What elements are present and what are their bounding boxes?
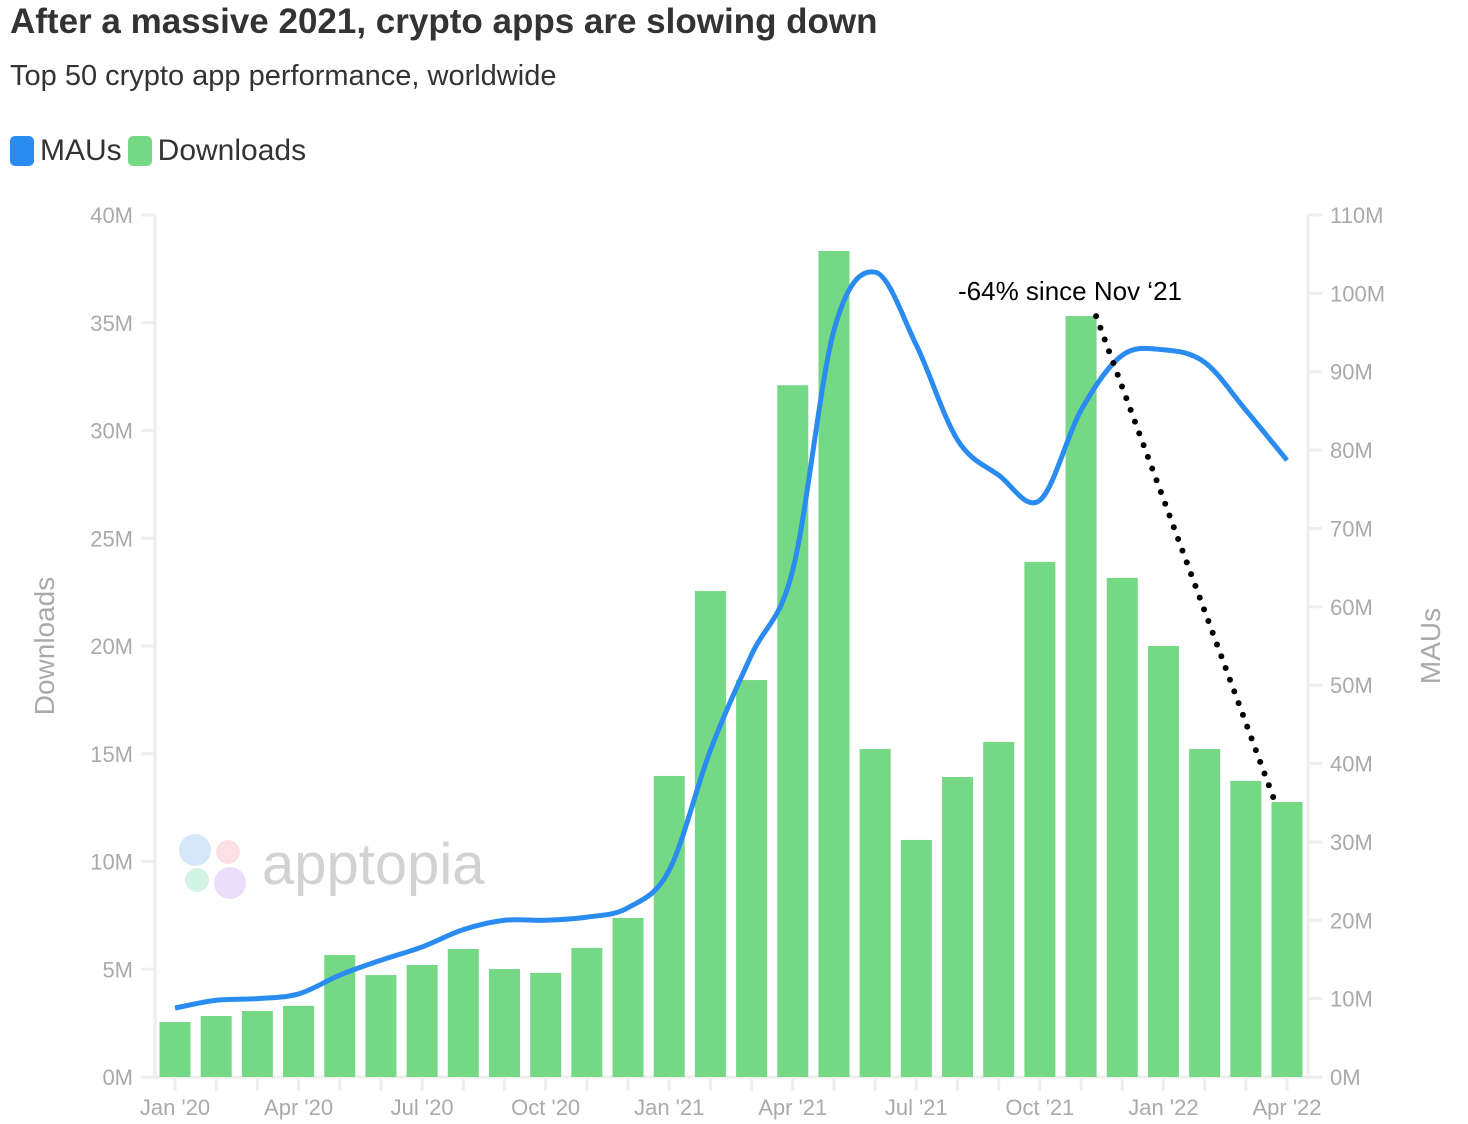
- x-tick-label: Oct '21: [1005, 1095, 1074, 1120]
- bar-downloads: [571, 947, 603, 1077]
- right-tick-label: 40M: [1330, 752, 1373, 777]
- left-tick-label: 15M: [90, 742, 133, 767]
- bar-downloads: [694, 591, 726, 1077]
- bar-downloads: [736, 680, 768, 1077]
- right-tick-label: 50M: [1330, 673, 1373, 698]
- x-tick-label: Apr '22: [1252, 1095, 1321, 1120]
- right-axis-title: MAUs: [1415, 608, 1446, 684]
- logo-petal: [214, 867, 246, 899]
- legend-swatch-maus: [10, 136, 34, 166]
- bar-downloads: [900, 839, 932, 1077]
- bar-downloads: [1147, 646, 1179, 1077]
- left-tick-label: 10M: [90, 850, 133, 875]
- legend-label-downloads: Downloads: [157, 134, 307, 167]
- legend-swatch-downloads: [127, 136, 152, 166]
- x-tick-label: Jan '20: [140, 1095, 210, 1120]
- apptopia-logo: apptopia: [179, 832, 485, 899]
- bar-downloads: [653, 775, 685, 1077]
- bar-downloads: [1106, 577, 1138, 1077]
- x-tick-label: Jan '21: [634, 1095, 704, 1120]
- bar-downloads: [1024, 561, 1056, 1077]
- annotation-dotted-line: [1093, 313, 1278, 806]
- left-tick-label: 30M: [90, 419, 133, 444]
- right-tick-label: 60M: [1330, 595, 1373, 620]
- bar-downloads: [488, 969, 520, 1077]
- annotation-text: -64% since Nov ‘21: [958, 276, 1182, 306]
- bar-downloads: [159, 1022, 191, 1077]
- left-tick-label: 35M: [90, 311, 133, 336]
- watermark-text: apptopia: [262, 832, 485, 897]
- logo-petal: [185, 868, 209, 892]
- bar-downloads: [365, 975, 397, 1077]
- left-tick-label: 20M: [90, 634, 133, 659]
- x-tick-label: Oct '20: [511, 1095, 580, 1120]
- chart-subtitle: Top 50 crypto app performance, worldwide: [10, 60, 557, 92]
- right-tick-label: 10M: [1330, 987, 1373, 1012]
- left-tick-label: 40M: [90, 203, 133, 228]
- legend-label-maus: MAUs: [40, 134, 122, 167]
- right-tick-label: 0M: [1330, 1065, 1361, 1090]
- right-tick-label: 70M: [1330, 516, 1373, 541]
- legend-item-maus[interactable]: MAUs: [10, 134, 122, 168]
- bar-downloads: [200, 1016, 232, 1077]
- bar-downloads: [447, 948, 479, 1077]
- bar-downloads: [1271, 802, 1303, 1077]
- bar-downloads: [942, 777, 974, 1077]
- bar-downloads: [241, 1011, 273, 1077]
- left-tick-label: 25M: [90, 526, 133, 551]
- legend-item-downloads[interactable]: Downloads: [127, 134, 307, 168]
- x-tick-label: Apr '21: [758, 1095, 827, 1120]
- logo-petal: [216, 840, 240, 864]
- chart-title: After a massive 2021, crypto apps are sl…: [10, 2, 878, 41]
- line-maus: [174, 269, 1289, 1011]
- logo-petal: [179, 834, 211, 866]
- right-tick-label: 110M: [1330, 203, 1383, 228]
- bar-downloads: [283, 1005, 315, 1077]
- left-tick-label: 0M: [102, 1065, 133, 1090]
- left-tick-label: 5M: [102, 957, 133, 982]
- right-tick-label: 100M: [1330, 281, 1385, 306]
- bar-downloads: [612, 917, 644, 1077]
- legend: MAUs Downloads: [10, 134, 312, 168]
- bar-downloads: [859, 749, 891, 1077]
- right-tick-label: 90M: [1330, 360, 1373, 385]
- bar-downloads: [406, 964, 438, 1077]
- right-tick-label: 80M: [1330, 438, 1373, 463]
- x-tick-label: Apr '20: [264, 1095, 333, 1120]
- x-tick-label: Jan '22: [1128, 1095, 1198, 1120]
- bar-downloads: [530, 972, 562, 1077]
- bar-downloads: [983, 741, 1015, 1077]
- x-tick-label: Jul '21: [885, 1095, 948, 1120]
- bar-downloads: [777, 385, 809, 1077]
- right-tick-label: 30M: [1330, 830, 1373, 855]
- bar-downloads: [1065, 316, 1097, 1078]
- right-tick-label: 20M: [1330, 908, 1373, 933]
- bar-downloads: [1189, 749, 1221, 1077]
- bar-downloads: [1230, 780, 1262, 1077]
- left-axis-title: Downloads: [29, 577, 60, 716]
- x-tick-label: Jul '20: [391, 1095, 454, 1120]
